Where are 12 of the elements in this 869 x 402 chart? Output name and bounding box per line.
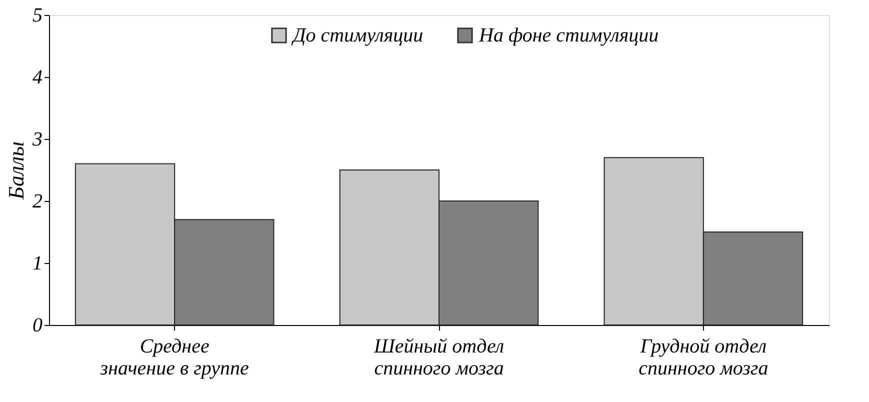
y-tick-label: 3 [32, 128, 42, 150]
x-tick-label: Среднее значение в группе [99, 336, 250, 380]
legend-label: На фоне стимуляции [478, 24, 659, 46]
y-tick-label: 2 [32, 190, 42, 212]
y-axis-title: Баллы [4, 141, 28, 201]
legend-label: До стимуляции [291, 24, 424, 46]
y-tick-label: 5 [32, 4, 42, 26]
x-tick-label: Грудной отдел спинного мозга [638, 336, 768, 380]
y-tick-label: 0 [32, 314, 42, 336]
x-tick-label: Шейный отдел спинного мозга [372, 336, 504, 380]
y-tick-label: 4 [32, 66, 42, 88]
y-tick-label: 1 [32, 252, 42, 274]
